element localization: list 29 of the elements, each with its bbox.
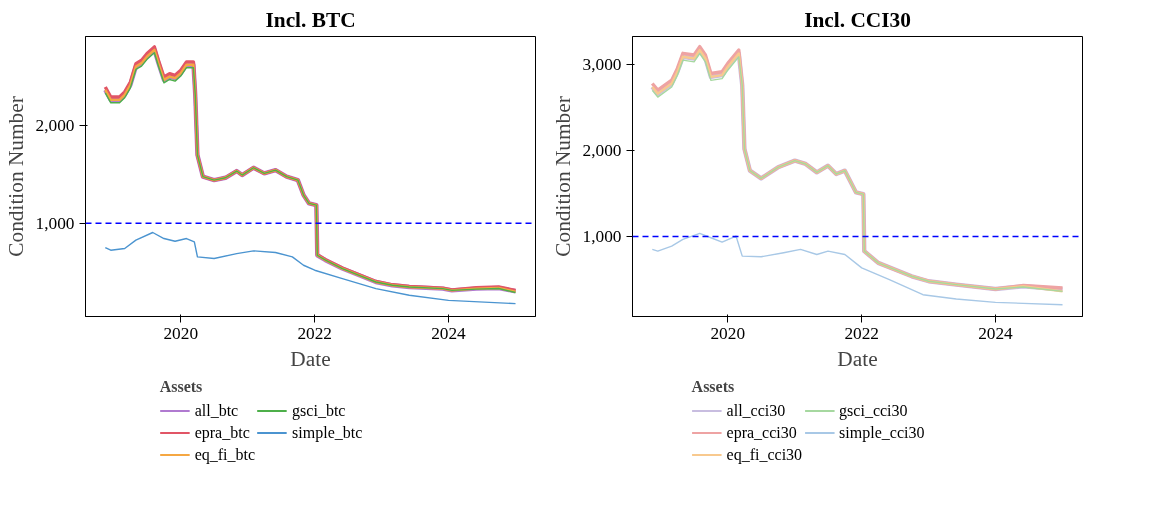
x-tick-label: 2020 [163, 323, 199, 343]
x-tick-label: 2024 [978, 323, 1014, 343]
x-axis-title: Date [290, 346, 331, 371]
y-tick-label: 2,000 [582, 141, 622, 161]
legend-label: eq_fi_btc [194, 445, 256, 463]
chart-title: Incl. CCI30 [804, 7, 911, 32]
chart-title: Incl. BTC [265, 7, 356, 32]
legend-label: epra_cci30 [726, 423, 797, 441]
legend-label: gsci_cci30 [839, 401, 908, 419]
y-axis-title: Condition Number [550, 96, 575, 257]
legend-label: all_cci30 [726, 401, 786, 419]
x-tick-label: 2020 [710, 323, 746, 343]
x-tick-label: 2024 [431, 323, 467, 343]
legend-label: eq_fi_cci30 [726, 445, 803, 463]
y-tick-label: 1,000 [35, 213, 75, 233]
legend-title: Assets [159, 377, 204, 395]
legend-label: gsci_btc [292, 401, 346, 419]
legend-label: simple_cci30 [839, 423, 925, 441]
y-tick-label: 1,000 [582, 226, 622, 246]
x-tick-label: 2022 [297, 323, 333, 343]
y-axis-title: Condition Number [3, 96, 28, 257]
legend-label: all_btc [194, 401, 239, 419]
legend-title: Assets [691, 377, 736, 395]
x-tick-label: 2022 [844, 323, 880, 343]
legend-label: simple_btc [292, 423, 363, 441]
legend-label: epra_btc [194, 423, 250, 441]
x-axis-title: Date [837, 346, 878, 371]
y-tick-label: 3,000 [582, 55, 622, 75]
y-tick-label: 2,000 [35, 116, 75, 136]
